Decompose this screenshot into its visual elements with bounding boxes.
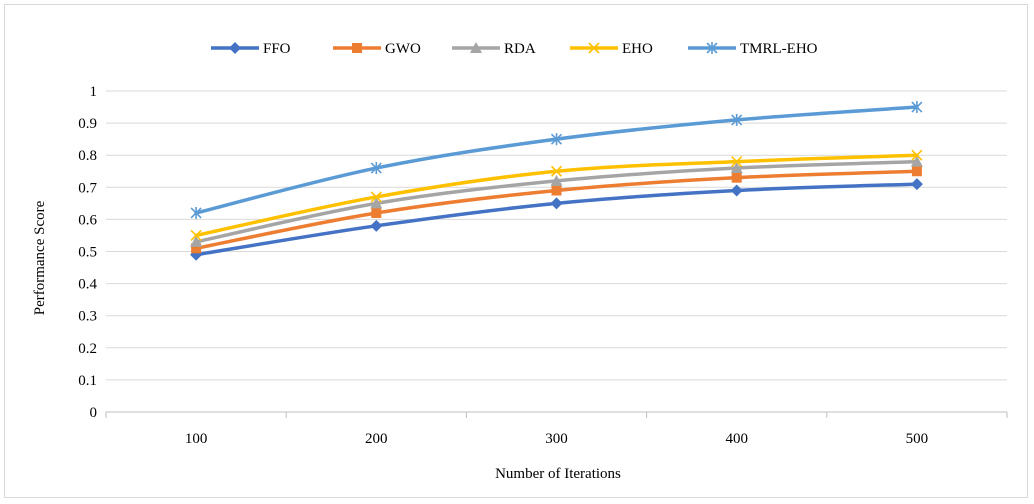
y-tick-label: 0.6 [78, 212, 97, 228]
x-tick-label: 500 [906, 431, 929, 447]
y-tick-label: 0.8 [78, 148, 97, 164]
y-tick-label: 0 [90, 405, 98, 421]
data-point-ffo [910, 178, 923, 191]
axes [105, 411, 1008, 418]
data-point-ffo [730, 184, 743, 197]
data-point-rda [550, 174, 563, 186]
data-point-rda [730, 162, 743, 174]
x-tick-label: 400 [725, 431, 748, 447]
data-point-rda [910, 155, 923, 167]
tick-labels: 0 0.1 0.2 0.3 0.4 0.5 0.6 0.7 0.8 0.9 1 100 200 300 40… [78, 84, 928, 447]
y-tick-label: 0.9 [78, 116, 97, 132]
legend-marker [588, 42, 600, 54]
legend-label: TMRL-EHO [740, 41, 818, 57]
y-tick-label: 0.1 [78, 373, 97, 389]
y-axis-title: Performance Score [32, 200, 48, 315]
data-point-rda [370, 197, 383, 209]
data-point-tmrl-eho [370, 162, 382, 175]
data-point-gwo [191, 243, 202, 254]
legend-marker [352, 43, 362, 53]
x-tick-label: 100 [185, 431, 208, 447]
data-point-ffo [550, 197, 563, 210]
data-point-gwo [551, 185, 562, 196]
legend-item-eho: EHO [570, 41, 653, 57]
y-tick-label: 0.5 [78, 245, 97, 261]
data-point-eho [370, 191, 382, 203]
data-point-eho [731, 156, 743, 168]
data-point-gwo [371, 207, 382, 218]
legend-item-gwo: GWO [333, 41, 421, 57]
legend-item-ffo: FFO [211, 41, 291, 57]
legend-marker [706, 42, 718, 54]
data-point-ffo [370, 219, 383, 232]
y-tick-label: 0.7 [78, 180, 97, 196]
legend: FFO GWO RDA EHO TMRL-EHO [211, 41, 818, 57]
x-axis-title: Number of Iterations [495, 466, 621, 482]
legend-item-rda: RDA [452, 41, 536, 57]
data-point-eho [911, 149, 923, 161]
line-chart: 0 0.1 0.2 0.3 0.4 0.5 0.6 0.7 0.8 0.9 1 100 200 300 40… [32, 41, 1008, 482]
legend-label: EHO [622, 41, 653, 57]
legend-label: RDA [504, 41, 536, 57]
data-point-gwo [731, 172, 742, 183]
data-point-rda [190, 235, 203, 247]
data-point-tmrl-eho [550, 133, 563, 146]
y-tick-label: 0.2 [78, 341, 97, 357]
data-point-tmrl-eho [731, 113, 743, 126]
legend-marker [229, 42, 241, 54]
legend-label: FFO [263, 41, 291, 57]
data-point-eho [190, 229, 202, 242]
series-lines [190, 101, 923, 261]
x-tick-label: 300 [545, 431, 568, 447]
y-tick-label: 1 [90, 84, 98, 100]
x-tick-label: 200 [365, 431, 388, 447]
data-point-tmrl-eho [911, 101, 923, 114]
data-point-tmrl-eho [190, 206, 202, 219]
data-point-gwo [911, 166, 922, 177]
legend-label: GWO [385, 41, 421, 57]
y-tick-label: 0.3 [78, 309, 97, 325]
gridlines [106, 90, 1007, 381]
y-tick-label: 0.4 [78, 277, 97, 293]
legend-marker [470, 42, 482, 53]
legend-item-tmrl-eho: TMRL-EHO [688, 41, 818, 57]
chart-frame: 0 0.1 0.2 0.3 0.4 0.5 0.6 0.7 0.8 0.9 1 100 200 300 40… [4, 4, 1028, 498]
data-point-eho [550, 165, 563, 177]
